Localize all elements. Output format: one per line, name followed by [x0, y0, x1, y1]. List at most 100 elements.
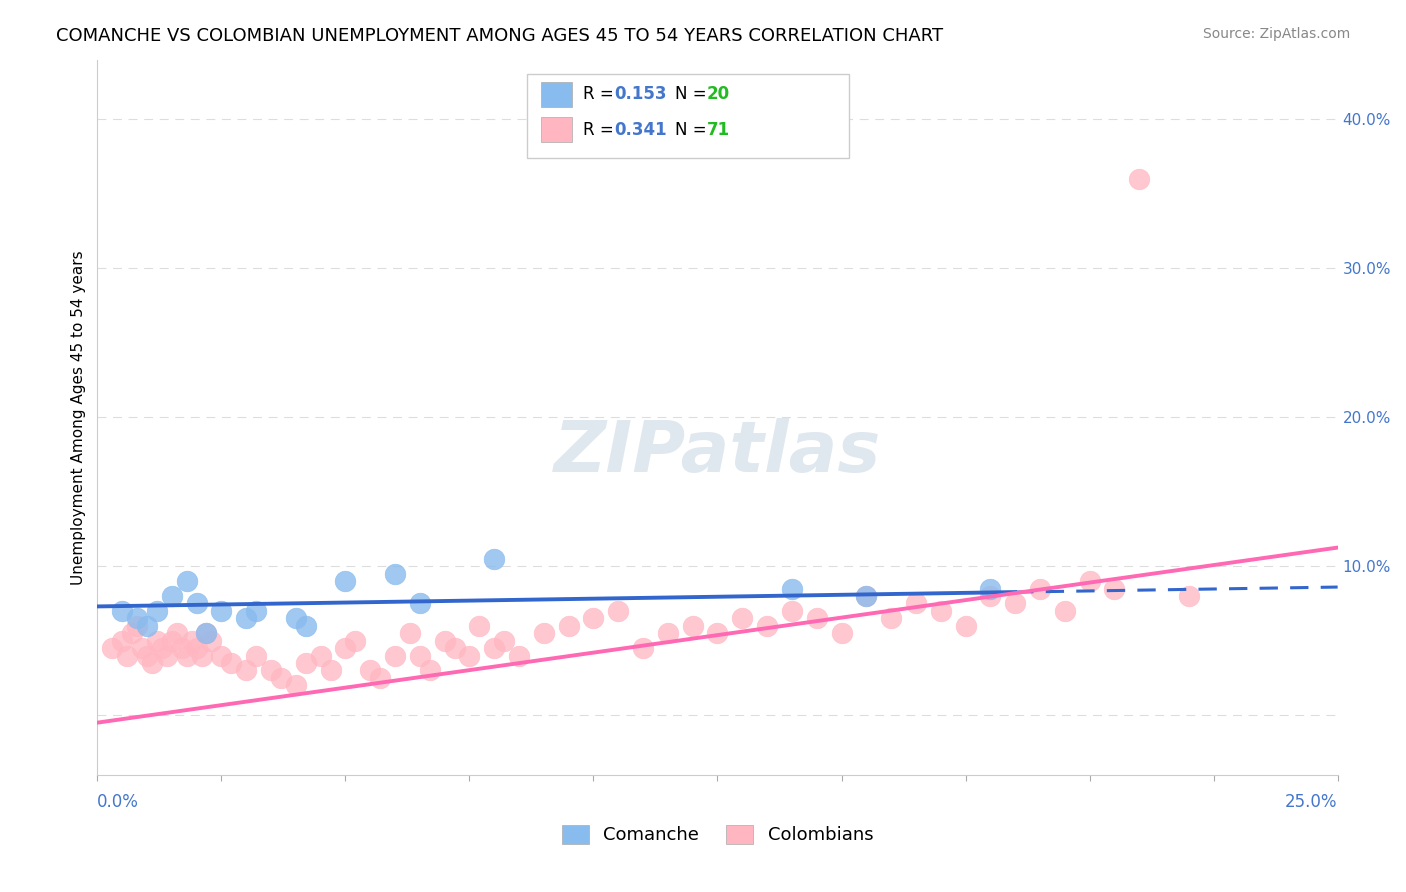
Point: [160, 633, 183, 648]
Point: [979, 589, 1001, 603]
Point: [409, 648, 432, 663]
Point: [1053, 604, 1076, 618]
Point: [125, 619, 148, 633]
Text: N =: N =: [675, 85, 711, 103]
Point: [136, 648, 159, 663]
Point: [111, 633, 134, 648]
Point: [176, 574, 198, 588]
Point: [270, 671, 292, 685]
Point: [831, 626, 853, 640]
Point: [125, 611, 148, 625]
Text: 25.0%: 25.0%: [1285, 793, 1337, 811]
Point: [631, 641, 654, 656]
Point: [166, 626, 188, 640]
Point: [384, 648, 406, 663]
Text: R =: R =: [583, 85, 619, 103]
Point: [186, 641, 208, 656]
Point: [180, 633, 202, 648]
Point: [335, 641, 357, 656]
Point: [384, 566, 406, 581]
Point: [880, 611, 903, 625]
Point: [979, 582, 1001, 596]
Point: [433, 633, 456, 648]
Point: [101, 641, 124, 656]
Point: [176, 648, 198, 663]
Point: [682, 619, 704, 633]
Point: [294, 619, 316, 633]
Point: [533, 626, 555, 640]
Point: [780, 604, 803, 618]
Point: [309, 648, 332, 663]
Point: [855, 589, 877, 603]
Point: [146, 633, 169, 648]
Point: [221, 656, 243, 670]
Point: [115, 648, 138, 663]
Point: [359, 664, 381, 678]
Point: [141, 656, 163, 670]
Point: [209, 604, 232, 618]
Point: [344, 633, 367, 648]
Point: [245, 648, 267, 663]
Point: [235, 611, 257, 625]
Point: [319, 664, 342, 678]
Point: [508, 648, 530, 663]
Point: [929, 604, 952, 618]
Text: Source: ZipAtlas.com: Source: ZipAtlas.com: [1202, 27, 1350, 41]
Text: 0.341: 0.341: [614, 120, 666, 139]
Point: [121, 626, 143, 640]
Point: [494, 633, 516, 648]
Point: [260, 664, 283, 678]
Point: [245, 604, 267, 618]
Point: [146, 604, 169, 618]
Point: [706, 626, 728, 640]
Point: [443, 641, 465, 656]
Point: [368, 671, 391, 685]
Point: [419, 664, 441, 678]
Point: [458, 648, 481, 663]
Point: [156, 648, 179, 663]
Text: R =: R =: [583, 120, 619, 139]
Point: [186, 597, 208, 611]
Point: [855, 589, 877, 603]
Point: [468, 619, 491, 633]
Point: [1078, 574, 1101, 588]
Text: 0.153: 0.153: [614, 85, 666, 103]
Point: [557, 619, 579, 633]
Point: [657, 626, 679, 640]
Point: [409, 597, 432, 611]
Text: 20: 20: [707, 85, 730, 103]
Point: [284, 678, 307, 692]
Point: [190, 648, 212, 663]
Point: [399, 626, 422, 640]
Point: [195, 626, 218, 640]
Text: 71: 71: [707, 120, 730, 139]
Y-axis label: Unemployment Among Ages 45 to 54 years: Unemployment Among Ages 45 to 54 years: [72, 250, 86, 584]
Point: [136, 619, 159, 633]
Point: [170, 641, 193, 656]
Point: [1178, 589, 1201, 603]
Legend: Comanche, Colombians: Comanche, Colombians: [561, 825, 873, 845]
Point: [1029, 582, 1052, 596]
Point: [484, 551, 506, 566]
Point: [731, 611, 754, 625]
Text: COMANCHE VS COLOMBIAN UNEMPLOYMENT AMONG AGES 45 TO 54 YEARS CORRELATION CHART: COMANCHE VS COLOMBIAN UNEMPLOYMENT AMONG…: [56, 27, 943, 45]
Point: [582, 611, 605, 625]
Point: [294, 656, 316, 670]
Point: [756, 619, 779, 633]
Point: [150, 641, 173, 656]
Text: 0.0%: 0.0%: [97, 793, 139, 811]
Point: [284, 611, 307, 625]
Point: [235, 664, 257, 678]
Text: N =: N =: [675, 120, 711, 139]
Point: [335, 574, 357, 588]
Point: [1128, 171, 1150, 186]
Text: ZIPatlas: ZIPatlas: [554, 418, 882, 487]
Point: [955, 619, 977, 633]
Point: [1004, 597, 1026, 611]
Point: [1104, 582, 1126, 596]
Point: [780, 582, 803, 596]
Point: [607, 604, 630, 618]
Point: [904, 597, 927, 611]
Point: [131, 641, 153, 656]
Point: [200, 633, 222, 648]
